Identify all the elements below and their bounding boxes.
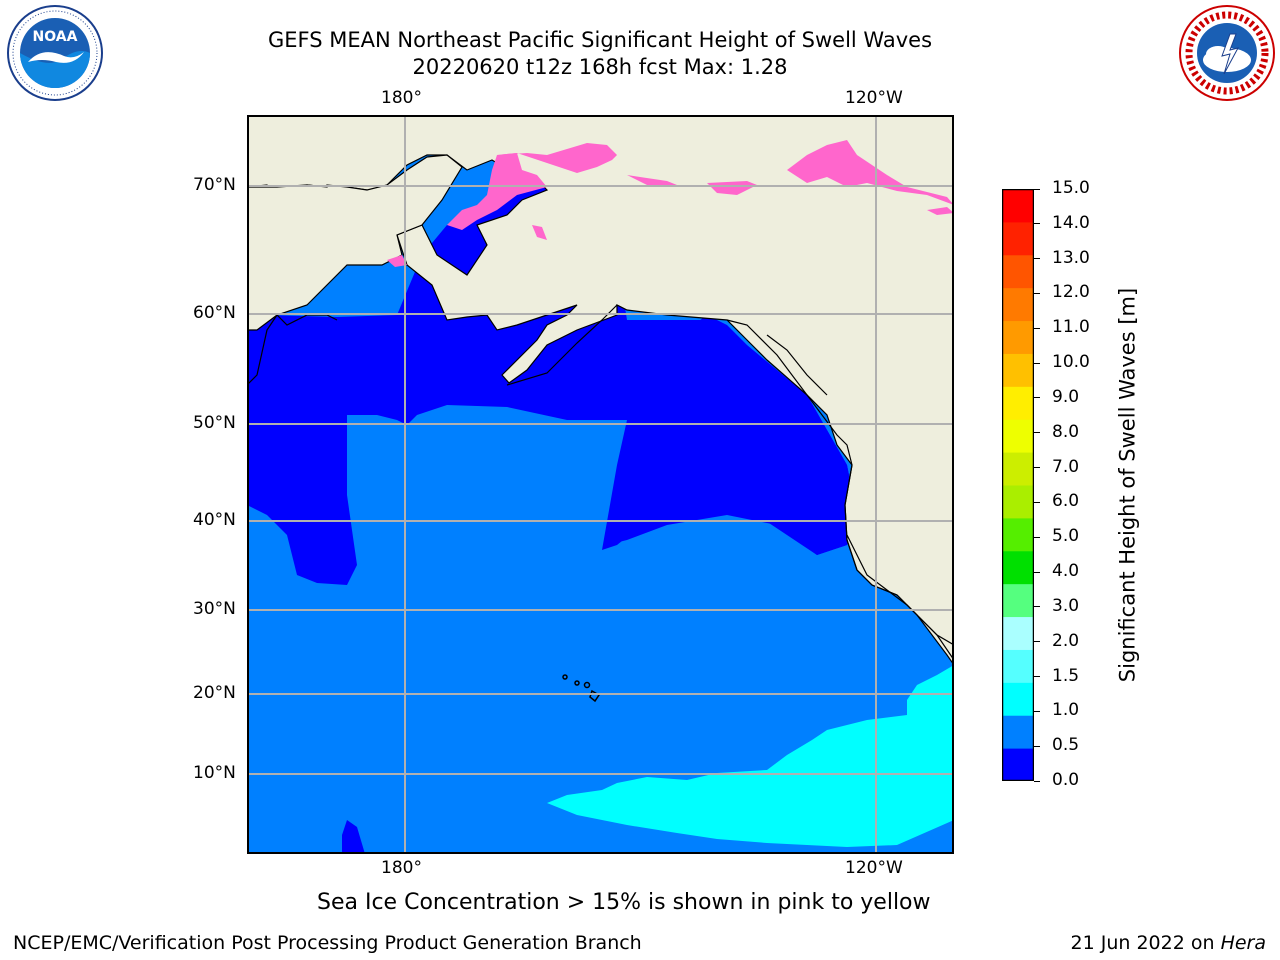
map-frame	[247, 115, 954, 854]
lon-label-bottom-120w: 120°W	[845, 858, 903, 878]
colorbar-segment	[1002, 419, 1034, 453]
footer-host: Hera	[1220, 932, 1266, 954]
colorbar-segment	[1002, 254, 1034, 289]
colorbar-tick-mark	[1034, 362, 1040, 364]
colorbar-segment	[1002, 616, 1034, 650]
nws-logo	[1179, 5, 1275, 101]
colorbar-tick-mark	[1034, 397, 1040, 399]
footer-date: 21 Jun 2022 on Hera	[1071, 932, 1266, 954]
lat-label-60n: 60°N	[193, 303, 236, 323]
colorbar-tick-mark	[1034, 223, 1040, 225]
colorbar-segment	[1002, 320, 1034, 354]
colorbar-segment	[1002, 550, 1034, 585]
sea-ice-group	[387, 140, 954, 267]
colorbar-segment	[1002, 452, 1034, 486]
colorbar-tick-mark	[1034, 432, 1040, 434]
colorbar-segment	[1002, 386, 1034, 420]
coastlines	[247, 304, 954, 661]
colorbar-tick-label: 13.0	[1052, 247, 1090, 268]
colorbar-segment	[1002, 287, 1034, 322]
colorbar-segment	[1002, 649, 1034, 683]
noaa-logo: NOAA	[7, 5, 103, 101]
colorbar-tick-mark	[1034, 258, 1040, 260]
colorbar-tick-label: 1.5	[1052, 665, 1080, 686]
colorbar-segment	[1002, 682, 1034, 716]
colorbar-segment	[1002, 353, 1034, 387]
colorbar-tick-mark	[1034, 467, 1040, 469]
colorbar-segment	[1002, 583, 1034, 618]
colorbar-tick-mark	[1034, 327, 1040, 329]
colorbar-tick-label: 0.0	[1052, 770, 1080, 790]
lat-label-70n: 70°N	[193, 175, 236, 195]
graticule	[247, 115, 954, 854]
lat-label-10n: 10°N	[193, 763, 236, 783]
colorbar-tick-mark	[1034, 292, 1040, 294]
colorbar-label: Significant Height of Swell Waves [m]	[1115, 287, 1140, 683]
colorbar-tick-label: 14.0	[1052, 212, 1090, 233]
colorbar-segment	[1002, 517, 1034, 552]
colorbar-segment	[1002, 221, 1034, 256]
lat-label-30n: 30°N	[193, 599, 236, 619]
colorbar-tick-mark	[1034, 501, 1040, 503]
colorbar	[1002, 189, 1034, 781]
lat-label-50n: 50°N	[193, 413, 236, 433]
lon-label-top-180: 180°	[381, 88, 422, 108]
colorbar-tick-mark	[1034, 745, 1040, 747]
colorbar-segment	[1002, 485, 1034, 519]
ocean-low-patch-east	[607, 315, 857, 555]
colorbar-tick-label: 11.0	[1052, 317, 1090, 338]
colorbar-frame	[1002, 189, 1034, 781]
ocean-low-patch-southwest	[342, 820, 365, 854]
colorbar-tick-label: 5.0	[1052, 526, 1080, 547]
lat-label-40n: 40°N	[193, 510, 236, 530]
colorbar-tick-mark	[1034, 571, 1040, 573]
colorbar-tick-mark	[1034, 641, 1040, 643]
colorbar-segment	[1002, 748, 1034, 781]
colorbar-tick-label: 3.0	[1052, 595, 1080, 616]
colorbar-tick-mark	[1034, 606, 1040, 608]
colorbar-segment	[1002, 715, 1034, 749]
colorbar-tick-label: 10.0	[1052, 352, 1090, 373]
ocean-high-region	[547, 665, 954, 847]
sea-ice-caption: Sea Ice Concentration > 15% is shown in …	[317, 890, 931, 915]
map-panel	[247, 115, 954, 854]
lon-label-bottom-180: 180°	[381, 858, 422, 878]
colorbar-tick-label: 2.0	[1052, 630, 1080, 651]
colorbar-tick-label: 0.5	[1052, 735, 1080, 756]
colorbar-tick-label: 12.0	[1052, 282, 1090, 303]
chart-subtitle: 20220620 t12z 168h fcst Max: 1.28	[412, 55, 788, 79]
noaa-logo-text: NOAA	[33, 29, 78, 45]
colorbar-tick-label: 7.0	[1052, 456, 1080, 477]
colorbar-tick-label: 1.0	[1052, 700, 1080, 721]
lon-label-top-120w: 120°W	[845, 88, 903, 108]
lat-label-20n: 20°N	[193, 683, 236, 703]
colorbar-tick-mark	[1034, 710, 1040, 712]
colorbar-tick-mark	[1034, 188, 1040, 190]
colorbar-tick-mark	[1034, 780, 1040, 782]
footer-date-text: 21 Jun 2022 on	[1070, 932, 1221, 954]
colorbar-tick-label: 8.0	[1052, 421, 1080, 442]
colorbar-tick-label: 4.0	[1052, 561, 1080, 582]
colorbar-segment	[1002, 189, 1034, 223]
colorbar-tick-label: 9.0	[1052, 386, 1080, 407]
footer-branch: NCEP/EMC/Verification Post Processing Pr…	[13, 932, 642, 954]
colorbar-tick-label: 15.0	[1052, 178, 1090, 198]
colorbar-tick-label: 6.0	[1052, 491, 1080, 512]
chart-title: GEFS MEAN Northeast Pacific Significant …	[267, 28, 933, 52]
colorbar-tick-mark	[1034, 536, 1040, 538]
colorbar-tick-mark	[1034, 676, 1040, 678]
